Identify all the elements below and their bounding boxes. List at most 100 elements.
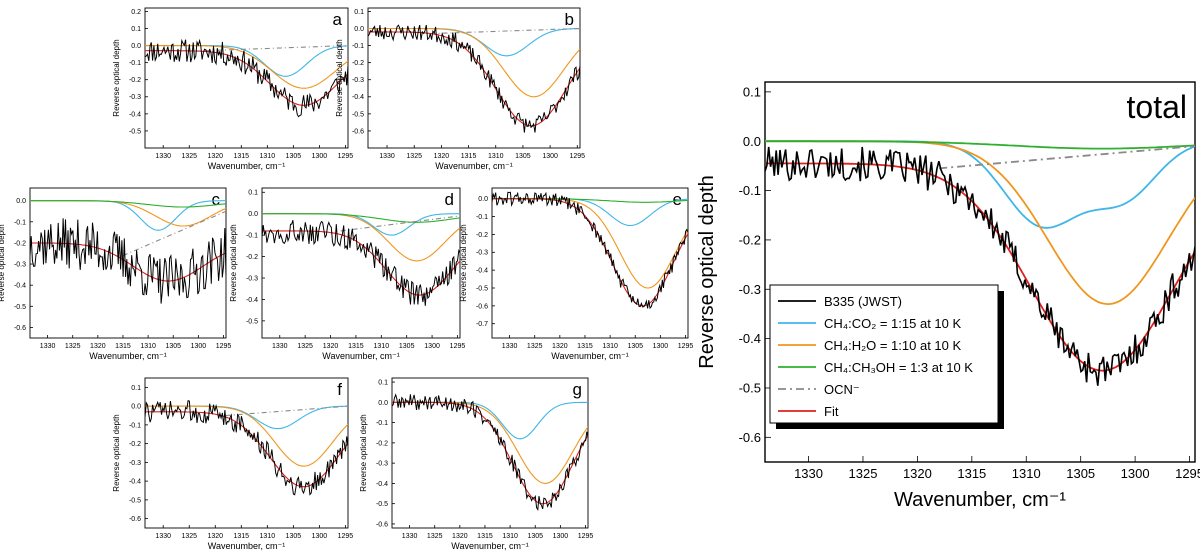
series-obs-e: [492, 191, 688, 310]
series-ch3oh-c: [30, 200, 226, 208]
y-tick-label: -0.4: [246, 297, 258, 304]
y-tick-label: -0.3: [476, 250, 488, 257]
series-obs-d: [262, 220, 460, 306]
legend-label-h2o: CH₄:H₂O = 1:10 at 10 K: [824, 338, 961, 353]
series-fit-b: [368, 31, 580, 127]
series-ocn-total: [939, 145, 1195, 170]
x-tick-label: 1325: [297, 343, 313, 350]
y-tick-label: 0.0: [743, 134, 761, 149]
y-tick-label: -0.4: [739, 331, 761, 346]
x-axis-label: Wavenumber, cm⁻¹: [451, 541, 528, 551]
x-tick-label: 1310: [502, 533, 518, 540]
y-axis-label: Reverse optical depth: [0, 224, 6, 301]
y-tick-label: 0.0: [131, 404, 141, 411]
legend-label-ch3oh: CH₄:CH₃OH = 1:3 at 10 K: [824, 360, 973, 375]
x-tick-label: 1320: [434, 153, 450, 160]
axes-frame-total: [764, 81, 1196, 463]
x-tick-label: 1305: [399, 343, 415, 350]
x-tick-label: 1325: [406, 153, 422, 160]
y-tick-label: 0.1: [354, 9, 364, 16]
y-tick-label: -0.5: [376, 501, 388, 508]
legend-box: [769, 284, 999, 424]
panel-label: b: [565, 10, 574, 29]
y-tick-label: -0.2: [739, 232, 761, 247]
panel-f: 1330 1325 1320 1315 1310 1305 1300 1295 0.1 0.0 -0…: [112, 377, 353, 551]
y-tick-label: -0.5: [739, 381, 761, 396]
y-tick-label: -0.3: [739, 282, 761, 297]
axes-frame-f: [144, 377, 349, 529]
x-tick-label: 1310: [374, 343, 390, 350]
y-tick-label: -0.1: [352, 43, 364, 50]
x-tick-label: 1325: [527, 343, 543, 350]
series-ocn-f: [225, 405, 348, 417]
series-h2o-a: [145, 45, 348, 89]
x-tick-label: 1315: [957, 466, 986, 481]
x-tick-label: 1305: [286, 153, 302, 160]
y-tick-label: 0.1: [131, 26, 141, 33]
y-tick-label: -0.4: [476, 268, 488, 275]
series-ch3oh-total: [765, 140, 1195, 150]
x-tick-label: 1310: [260, 153, 276, 160]
x-tick-label: 1330: [272, 343, 288, 350]
y-tick-label: -0.4: [376, 481, 388, 488]
series-h2o-f: [145, 405, 348, 467]
x-tick-label: 1310: [488, 153, 504, 160]
series-ch3oh-d: [262, 213, 460, 223]
y-axis-label: Reverse optical depth: [229, 224, 238, 301]
x-tick-label: 1300: [653, 343, 669, 350]
series-fit-a: [145, 50, 348, 106]
y-tick-label: -0.1: [129, 60, 141, 67]
panel-d: 1330 1325 1320 1315 1310 1305 1300 1295 0.1 0.0 -0…: [229, 187, 465, 361]
y-tick-label: -0.2: [14, 240, 26, 247]
axes-frame-d: [261, 187, 461, 339]
x-tick-label: 1310: [1012, 466, 1041, 481]
legend-label-fit: Fit: [824, 404, 839, 419]
series-co2-c: [30, 200, 226, 231]
legend-label-obs: B335 (JWST): [824, 294, 902, 309]
x-tick-label: 1305: [1066, 466, 1095, 481]
x-tick-label: 1305: [515, 153, 531, 160]
y-tick-label: -0.6: [376, 521, 388, 528]
y-tick-label: 0.0: [248, 211, 258, 218]
x-tick-label: 1320: [323, 343, 339, 350]
panel-e: 1330 1325 1320 1315 1310 1305 1300 1295 0.0 -0.1 -…: [459, 187, 693, 361]
x-tick-label: 1330: [502, 343, 518, 350]
x-tick-label: 1330: [155, 153, 171, 160]
series-fit-d: [262, 230, 460, 296]
legend: B335 (JWST) CH₄:CO₂ = 1:15 at 10 K CH₄:H₂O…: [769, 284, 1004, 429]
y-tick-label: -0.6: [352, 128, 364, 135]
y-tick-label: -0.5: [129, 497, 141, 504]
x-axis-label: Wavenumber, cm⁻¹: [435, 161, 512, 171]
y-tick-label: 0.0: [16, 198, 26, 205]
x-tick-label: 1300: [542, 153, 558, 160]
x-tick-label: 1305: [527, 533, 543, 540]
y-tick-label: 0.0: [131, 43, 141, 50]
y-tick-label: -0.5: [246, 318, 258, 325]
series-obs-c: [30, 218, 226, 304]
y-axis-label: Reverse optical depth: [359, 414, 368, 491]
series-h2o-g: [392, 401, 588, 484]
x-tick-label: 1295: [216, 343, 232, 350]
y-tick-label: -0.1: [246, 233, 258, 240]
y-tick-label: -0.2: [246, 254, 258, 261]
x-axis-label: Wavenumber, cm⁻¹: [208, 541, 285, 551]
y-tick-label: -0.2: [129, 441, 141, 448]
y-tick-label: -0.4: [352, 94, 364, 101]
x-axis-label: Wavenumber, cm⁻¹: [551, 351, 628, 361]
x-axis-label: Wavenumber, cm⁻¹: [89, 351, 166, 361]
x-axis-label: Wavenumber, cm⁻¹: [894, 489, 1066, 511]
x-tick-label: 1300: [424, 343, 440, 350]
y-tick-label: 0.1: [131, 385, 141, 392]
x-tick-label: 1310: [260, 533, 276, 540]
x-tick-label: 1315: [477, 533, 493, 540]
y-tick-label: 0.0: [354, 26, 364, 33]
x-tick-label: 1315: [234, 153, 250, 160]
y-tick-label: -0.2: [352, 60, 364, 67]
y-tick-label: -0.6: [14, 325, 26, 332]
y-tick-label: 0.0: [378, 400, 388, 407]
x-tick-label: 1315: [348, 343, 364, 350]
y-tick-label: -0.3: [14, 262, 26, 269]
y-tick-label: -0.1: [14, 219, 26, 226]
